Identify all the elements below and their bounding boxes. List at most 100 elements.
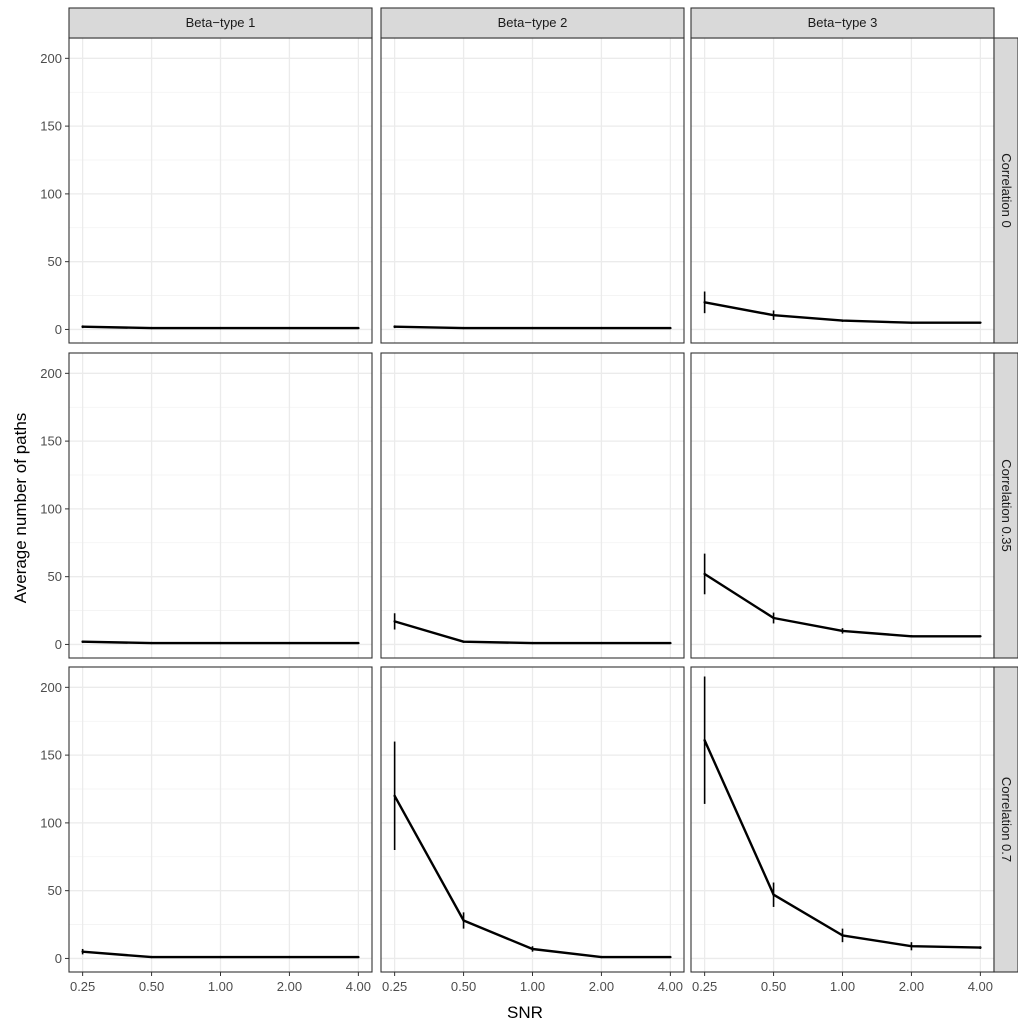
col-strip <box>68 7 373 39</box>
y-tick-label: 200 <box>40 680 62 695</box>
data-point <box>703 572 706 576</box>
row-strip-label: Correlation 0 <box>999 153 1014 227</box>
data-point <box>357 326 360 330</box>
data-point <box>81 640 84 643</box>
data-point <box>841 319 844 322</box>
data-point <box>979 635 982 638</box>
y-axis-title: Average number of paths <box>11 413 30 604</box>
data-point <box>219 641 222 645</box>
data-point <box>910 945 913 948</box>
data-point <box>393 325 396 328</box>
data-point <box>357 641 360 645</box>
x-tick-label: 1.00 <box>208 979 233 994</box>
data-point <box>150 326 153 330</box>
panel-border <box>380 352 685 659</box>
y-tick-label: 150 <box>40 434 62 449</box>
data-point <box>357 955 360 959</box>
x-tick-label: 0.25 <box>382 979 407 994</box>
y-tick-label: 200 <box>40 51 62 66</box>
panel-r2-c1 <box>380 666 685 973</box>
data-point <box>772 893 775 896</box>
panel-r0-c1 <box>380 37 685 344</box>
panel-r1-c2 <box>690 352 995 659</box>
data-point <box>462 919 465 922</box>
x-tick-label: 4.00 <box>968 979 993 994</box>
y-tick-label: 200 <box>40 366 62 381</box>
y-tick-label: 0 <box>55 322 62 337</box>
y-tick-label: 0 <box>55 637 62 652</box>
row-strip-label: Correlation 0.7 <box>999 777 1014 862</box>
col-strip-label: Beta−type 3 <box>808 15 878 30</box>
col-strip-label: Beta−type 2 <box>498 15 568 30</box>
x-tick-label: 2.00 <box>277 979 302 994</box>
data-point <box>81 950 84 953</box>
y-tick-label: 100 <box>40 815 62 830</box>
data-point <box>288 326 291 330</box>
x-tick-label: 0.25 <box>70 979 95 994</box>
data-point <box>150 641 153 645</box>
col-strip-label: Beta−type 1 <box>186 15 256 30</box>
panel-r2-c2 <box>690 666 995 973</box>
x-tick-label: 1.00 <box>520 979 545 994</box>
x-tick-label: 4.00 <box>658 979 683 994</box>
row-strip <box>993 37 1018 344</box>
data-point <box>979 321 982 324</box>
y-tick-label: 0 <box>55 951 62 966</box>
x-tick-label: 2.00 <box>589 979 614 994</box>
data-point <box>772 314 775 317</box>
panels <box>68 37 995 973</box>
axes: 0 50 100 150 200 0 50 100 150 200 0 50 100 150 200 0.25… <box>40 51 993 994</box>
x-tick-label: 1.00 <box>830 979 855 994</box>
y-tick-label: 50 <box>48 254 62 269</box>
y-tick-label: 50 <box>48 569 62 584</box>
panel-r0-c2 <box>690 37 995 344</box>
y-tick-label: 100 <box>40 186 62 201</box>
x-tick-label: 0.50 <box>451 979 476 994</box>
panel-r2-c0 <box>68 666 373 973</box>
row-strip-label: Correlation 0.35 <box>999 459 1014 552</box>
data-point <box>703 301 706 304</box>
x-tick-label: 0.25 <box>692 979 717 994</box>
x-tick-label: 4.00 <box>346 979 371 994</box>
x-tick-label: 0.50 <box>139 979 164 994</box>
data-point <box>703 739 706 742</box>
x-axis-title: SNR <box>507 1003 543 1022</box>
x-tick-label: 2.00 <box>899 979 924 994</box>
data-point <box>669 641 672 645</box>
data-point <box>531 326 534 330</box>
data-point <box>288 955 291 959</box>
data-point <box>531 947 534 951</box>
data-point <box>910 635 913 638</box>
data-point <box>600 326 603 330</box>
row-strip <box>993 666 1018 973</box>
panel-r1-c0 <box>68 352 373 659</box>
data-point <box>81 325 84 328</box>
facet-strips: Beta−type 1 Beta−type 2 Beta−type 3 Correla… <box>68 7 1018 973</box>
y-tick-label: 150 <box>40 119 62 134</box>
data-point <box>669 955 672 959</box>
data-point <box>531 641 534 645</box>
data-point <box>669 326 672 330</box>
data-point <box>219 955 222 959</box>
data-point <box>150 955 153 959</box>
y-tick-label: 150 <box>40 748 62 763</box>
data-point <box>910 321 913 324</box>
col-strip <box>380 7 685 39</box>
data-point <box>600 641 603 645</box>
y-tick-label: 50 <box>48 883 62 898</box>
panel-border <box>68 352 373 659</box>
data-point <box>288 641 291 645</box>
data-point <box>219 326 222 330</box>
x-tick-label: 0.50 <box>761 979 786 994</box>
data-point <box>600 955 603 959</box>
row-strip <box>993 352 1018 659</box>
y-tick-label: 100 <box>40 501 62 516</box>
data-point <box>841 934 844 937</box>
panel-r0-c0 <box>68 37 373 344</box>
data-point <box>979 946 982 949</box>
data-point <box>393 620 396 623</box>
data-point <box>462 326 465 330</box>
data-point <box>462 640 465 643</box>
data-point <box>841 629 844 633</box>
